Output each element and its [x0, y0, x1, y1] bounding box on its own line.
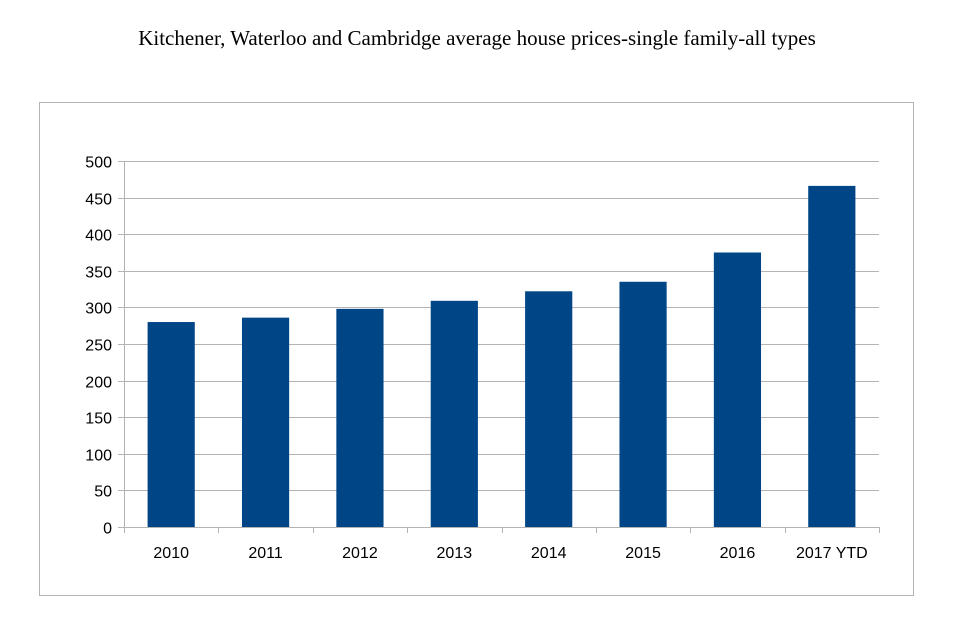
bar-2016 [713, 252, 762, 527]
x-tick-label: 2016 [720, 545, 756, 562]
bars [147, 185, 856, 527]
x-tick-label: 2014 [531, 545, 567, 562]
y-tick-label: 250 [85, 338, 112, 355]
chart-title: Kitchener, Waterloo and Cambridge averag… [138, 26, 816, 50]
bar-2017-ytd [808, 185, 856, 527]
y-tick-label: 0 [103, 521, 112, 538]
bar-2011 [241, 317, 290, 527]
x-tick-label: 2013 [437, 545, 473, 562]
x-tick-labels: 2010 2011 2012 2013 2014 2015 2016 2017 YTD [153, 545, 867, 562]
y-tick-label: 500 [85, 155, 112, 172]
y-tick-label: 50 [94, 484, 112, 501]
bar-2014 [525, 291, 573, 527]
y-tick-label: 400 [85, 228, 112, 245]
y-tick-label: 150 [85, 411, 112, 428]
bar-2015 [619, 281, 667, 527]
axes [118, 161, 880, 533]
gridlines [124, 161, 879, 528]
y-tick-label: 450 [85, 192, 112, 209]
x-tick-label: 2011 [248, 545, 283, 562]
x-tick-label: 2012 [342, 545, 378, 562]
bar-2013 [430, 300, 478, 527]
y-tick-label: 200 [85, 375, 112, 392]
x-tick-label: 2017 YTD [796, 545, 868, 562]
y-tick-label: 350 [85, 265, 112, 282]
x-tick-label: 2015 [625, 545, 661, 562]
x-tick-label: 2010 [153, 545, 189, 562]
y-tick-label: 300 [85, 301, 112, 318]
bar-2010 [147, 322, 195, 527]
chart-frame [39, 102, 914, 596]
y-tick-labels: 0 50 100 150 200 250 300 350 400 450 500 [85, 155, 112, 538]
bar-2012 [336, 308, 384, 527]
y-tick-label: 100 [85, 448, 112, 465]
